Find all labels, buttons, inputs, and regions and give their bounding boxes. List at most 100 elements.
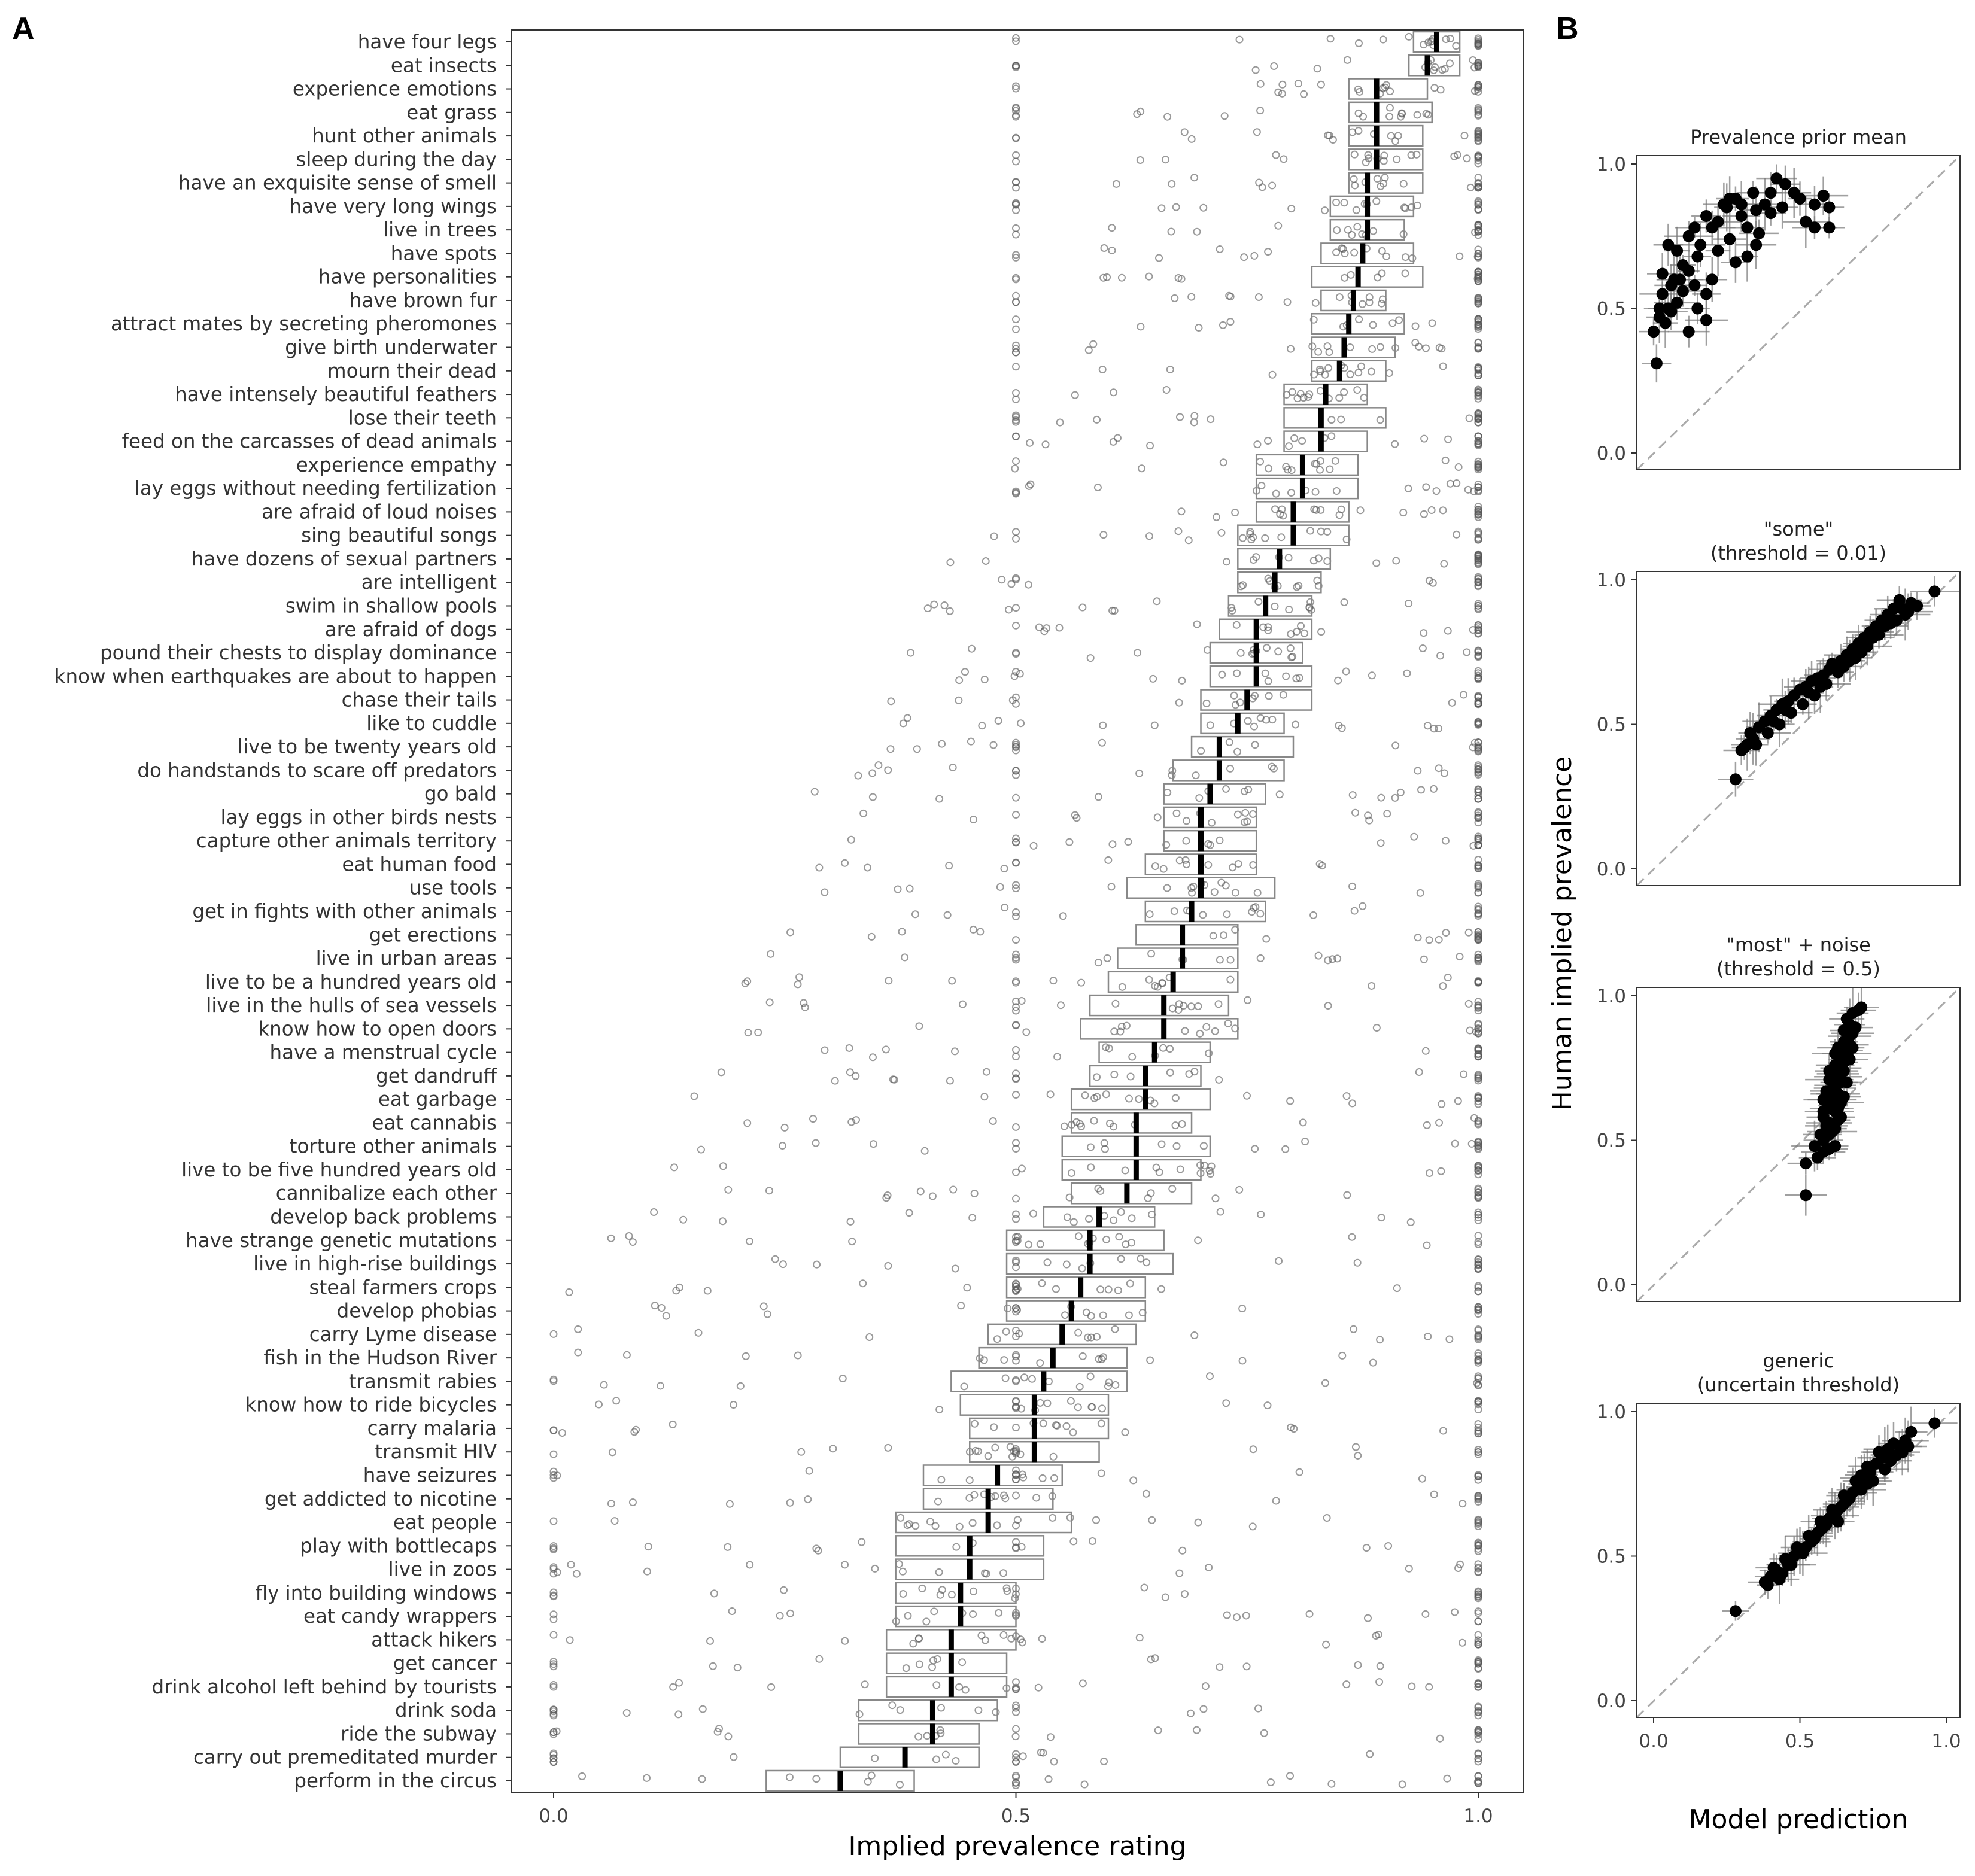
response-point	[549, 1681, 558, 1689]
response-point	[549, 1544, 558, 1552]
response-point	[1211, 1027, 1219, 1035]
response-point	[935, 795, 944, 803]
response-point	[1474, 410, 1482, 418]
response-point	[1194, 1236, 1202, 1245]
response-point	[1039, 1419, 1047, 1428]
iqr-box	[1163, 783, 1266, 805]
response-point	[1012, 1424, 1020, 1432]
response-point	[1100, 1758, 1108, 1766]
response-point	[1097, 1419, 1105, 1428]
response-point	[670, 1163, 679, 1172]
row-responses	[549, 1748, 1482, 1766]
response-point	[1019, 1752, 1027, 1761]
response-point	[759, 1302, 768, 1311]
response-point	[1244, 717, 1252, 725]
response-point	[1451, 1608, 1459, 1616]
response-point	[1104, 856, 1113, 864]
response-point	[608, 1448, 616, 1457]
data-point	[1747, 187, 1760, 199]
response-point	[1474, 1683, 1482, 1691]
iqr-box	[1061, 1159, 1202, 1181]
row-responses	[549, 1678, 1482, 1694]
response-point	[1310, 370, 1318, 379]
response-point	[1103, 954, 1111, 962]
response-point	[1474, 297, 1482, 306]
response-point	[974, 1447, 982, 1455]
data-point	[1750, 738, 1763, 751]
response-point	[794, 980, 802, 989]
response-point	[574, 1348, 582, 1357]
response-point	[1474, 697, 1482, 706]
response-point	[1298, 437, 1306, 445]
response-point	[1474, 392, 1482, 400]
category-label: live in zoos	[388, 1558, 497, 1581]
response-point	[1012, 1758, 1020, 1766]
response-point	[706, 1637, 715, 1645]
response-point	[1351, 181, 1359, 190]
response-point	[1094, 793, 1102, 801]
response-point	[1369, 321, 1377, 329]
response-point	[933, 1655, 941, 1663]
response-point	[1049, 1513, 1057, 1522]
response-point	[1135, 1634, 1144, 1642]
response-point	[669, 1683, 677, 1691]
response-point	[977, 1631, 986, 1640]
response-point	[897, 1513, 905, 1522]
response-point	[1420, 955, 1428, 963]
response-point	[1174, 1005, 1183, 1014]
category-label: live to be twenty years old	[238, 735, 497, 758]
response-point	[1012, 1678, 1020, 1686]
response-point	[1218, 670, 1226, 679]
data-point	[1668, 273, 1681, 286]
response-point	[1190, 1068, 1199, 1076]
response-point	[644, 1543, 652, 1551]
response-point	[1411, 322, 1420, 330]
response-point	[1474, 1163, 1482, 1172]
response-point	[1355, 315, 1363, 324]
category-label: get in fights with other animals	[192, 900, 497, 923]
response-point	[1474, 154, 1482, 162]
iqr-box	[1163, 806, 1257, 829]
response-point	[1015, 1330, 1023, 1338]
response-point	[1474, 1349, 1482, 1357]
iqr-box	[1219, 618, 1313, 641]
row-responses	[549, 1537, 1482, 1555]
data-point	[1761, 726, 1774, 739]
response-point	[1187, 293, 1196, 301]
response-point	[1474, 1240, 1482, 1248]
response-point	[1398, 1780, 1406, 1789]
response-point	[1012, 1471, 1020, 1479]
response-point	[1327, 432, 1336, 440]
response-point	[1149, 674, 1157, 683]
response-point	[1064, 1213, 1072, 1221]
response-point	[765, 998, 774, 1007]
response-point	[1474, 439, 1482, 448]
response-point	[1268, 370, 1277, 379]
response-point	[920, 1147, 929, 1155]
response-point	[1195, 794, 1204, 802]
response-point	[1393, 155, 1401, 163]
response-point	[930, 1607, 938, 1616]
iqr-box	[1237, 571, 1322, 594]
response-point	[1274, 647, 1283, 656]
scatter-subpanel: "most" + noise(threshold = 0.5)0.00.51.0	[1597, 934, 1961, 1303]
response-point	[1124, 838, 1132, 846]
category-label: ride the subway	[341, 1722, 497, 1745]
category-label: capture other animals territory	[196, 829, 497, 852]
data-point	[1829, 1140, 1842, 1153]
response-point	[1256, 910, 1265, 918]
response-point	[1109, 437, 1117, 446]
response-point	[1438, 66, 1447, 74]
response-point	[1002, 1584, 1011, 1592]
iqr-box	[1329, 195, 1415, 218]
data-point	[1808, 1533, 1821, 1545]
response-point	[1096, 1187, 1105, 1195]
response-point	[1474, 832, 1482, 841]
response-point	[888, 1701, 897, 1710]
response-point	[703, 1287, 712, 1295]
response-point	[1324, 364, 1333, 372]
response-point	[1175, 1569, 1184, 1577]
response-point	[1401, 269, 1409, 278]
response-point	[1474, 272, 1482, 281]
row-responses	[549, 1419, 1482, 1438]
